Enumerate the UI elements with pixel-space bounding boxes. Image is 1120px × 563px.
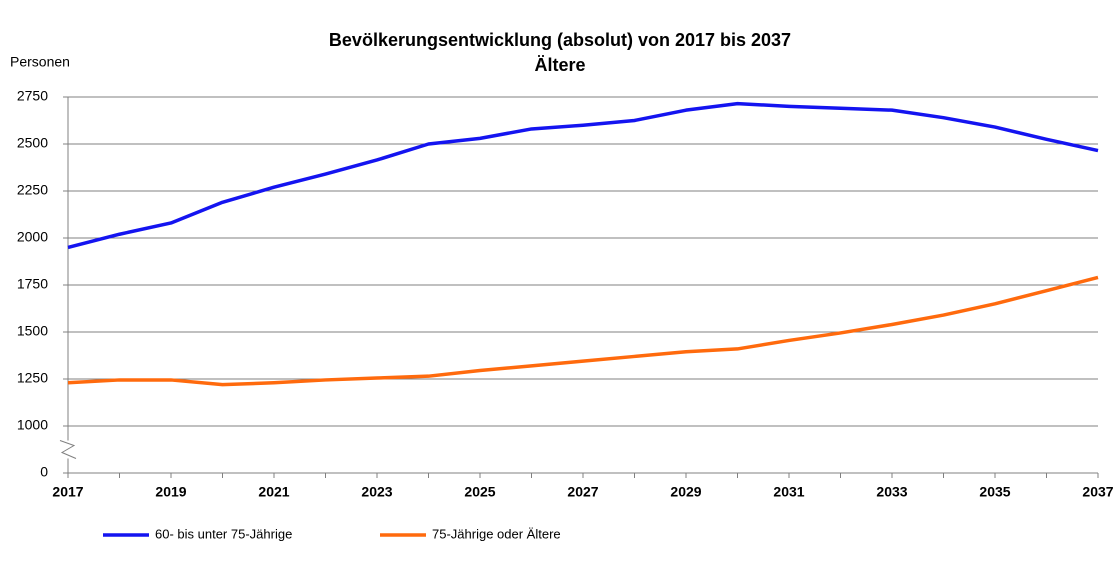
axis-break (59, 440, 77, 459)
y-tick-label: 1750 (17, 276, 48, 292)
series-line (67, 275, 1099, 387)
x-tick-label: 2017 (52, 484, 83, 500)
x-tick-label: 2031 (773, 484, 804, 500)
chart-title: Bevölkerungsentwicklung (absolut) von 20… (329, 30, 791, 50)
y-tick-label: 1000 (17, 417, 48, 433)
legend-label: 60- bis unter 75-Jährige (155, 526, 292, 541)
y-tick-label: 2500 (17, 135, 48, 151)
x-tick-label: 2027 (567, 484, 598, 500)
y-tick-label: 1500 (17, 323, 48, 339)
y-tick-label: 1250 (17, 370, 48, 386)
y-axis-label: Personen (10, 54, 70, 70)
x-tick-label: 2029 (670, 484, 701, 500)
chart-subtitle: Ältere (534, 55, 585, 75)
x-tick-label: 2037 (1082, 484, 1113, 500)
legend-label: 75-Jährige oder Ältere (432, 526, 561, 541)
x-tick-label: 2019 (155, 484, 186, 500)
x-tick-label: 2023 (361, 484, 392, 500)
x-tick-label: 2035 (979, 484, 1010, 500)
x-tick-label: 2033 (876, 484, 907, 500)
y-tick-label: 2250 (17, 182, 48, 198)
series-line (67, 101, 1099, 250)
x-tick-label: 2021 (258, 484, 289, 500)
x-tick-label: 2025 (464, 484, 495, 500)
y-tick-label: 0 (40, 464, 48, 480)
y-tick-label: 2000 (17, 229, 48, 245)
y-tick-label: 2750 (17, 88, 48, 104)
